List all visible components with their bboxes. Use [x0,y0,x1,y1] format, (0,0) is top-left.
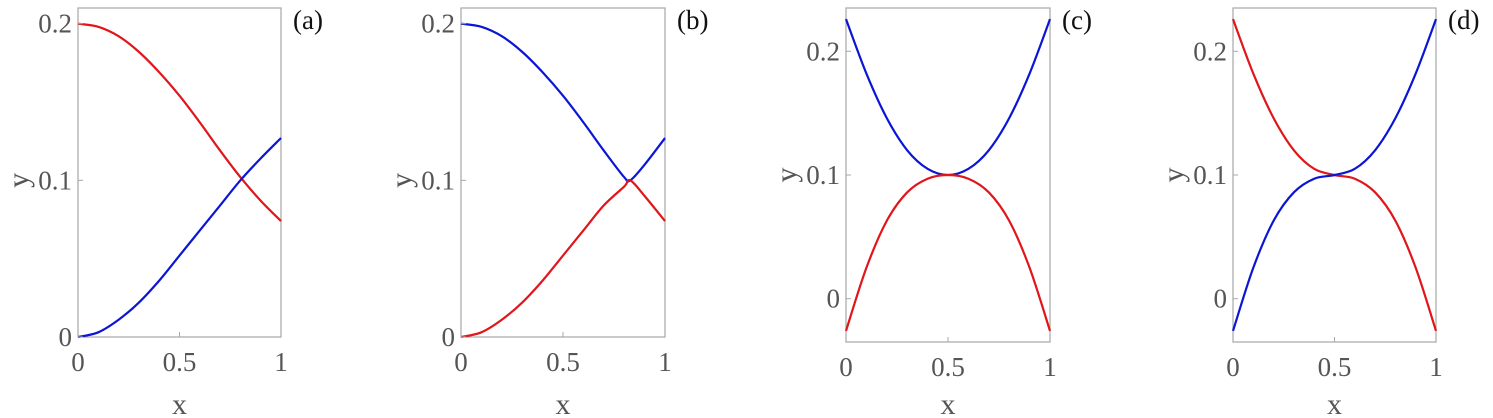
x-tick-label: 0 [454,347,468,377]
x-axis-label: x [172,388,187,418]
y-axis-label: y [2,173,35,188]
x-tick-label: 1 [658,347,672,377]
y-tick-label: 0.1 [1193,160,1227,190]
y-axis-label: y [770,168,803,183]
series-line-1 [844,18,1052,177]
x-tick-label: 1 [274,347,288,377]
plot-frame [460,7,666,338]
y-tick-label: 0.1 [38,165,72,195]
x-tick-label: 0.5 [546,347,580,377]
series-line-2 [844,173,1052,332]
plot-frame [77,7,282,338]
x-tick-label: 0 [839,352,853,382]
x-tick-label: 0 [71,347,85,377]
panel-4: 0 0.5 1 0 0.1 0.2 x y (d) [1157,5,1479,418]
x-axis-label: x [941,388,956,418]
y-tick-label: 0.2 [1193,36,1227,66]
panel-label: (a) [293,5,323,35]
x-axis-label: x [1327,388,1342,418]
y-tick-label: 0 [1214,284,1228,314]
x-tick-label: 1 [1043,352,1057,382]
y-tick-label: 0 [59,322,73,352]
panel-3: 0 0.5 1 0 0.1 0.2 x y (c) [770,5,1092,418]
y-tick-label: 0.1 [806,160,840,190]
y-tick-label: 0.2 [806,36,840,66]
series-line-2 [1231,18,1438,332]
series-line-2 [77,137,282,339]
x-tick-label: 0.5 [931,352,965,382]
y-axis-label: y [385,173,418,188]
y-tick-label: 0 [442,322,456,352]
x-tick-label: 0.5 [1318,352,1352,382]
panel-2: 0 0.5 1 0 0.1 0.2 x y (b) [385,5,708,418]
panel-label: (b) [677,5,708,35]
series-line-1 [460,22,666,183]
y-tick-label: 0 [827,284,841,314]
y-axis-label: y [1157,168,1190,183]
y-tick-label: 0.1 [421,165,455,195]
x-tick-label: 1 [1429,352,1443,382]
y-tick-label: 0.2 [421,9,455,39]
panel-1: 0 0.5 1 0 0.1 0.2 x y (a) [2,5,323,418]
panel-label: (d) [1448,5,1479,35]
series-line-1 [77,22,282,222]
panel-label: (c) [1062,5,1092,35]
series-line-2 [460,178,666,339]
y-tick-label: 0.2 [38,9,72,39]
x-tick-label: 0 [1226,352,1240,382]
x-tick-label: 0.5 [163,347,197,377]
x-axis-label: x [556,388,571,418]
